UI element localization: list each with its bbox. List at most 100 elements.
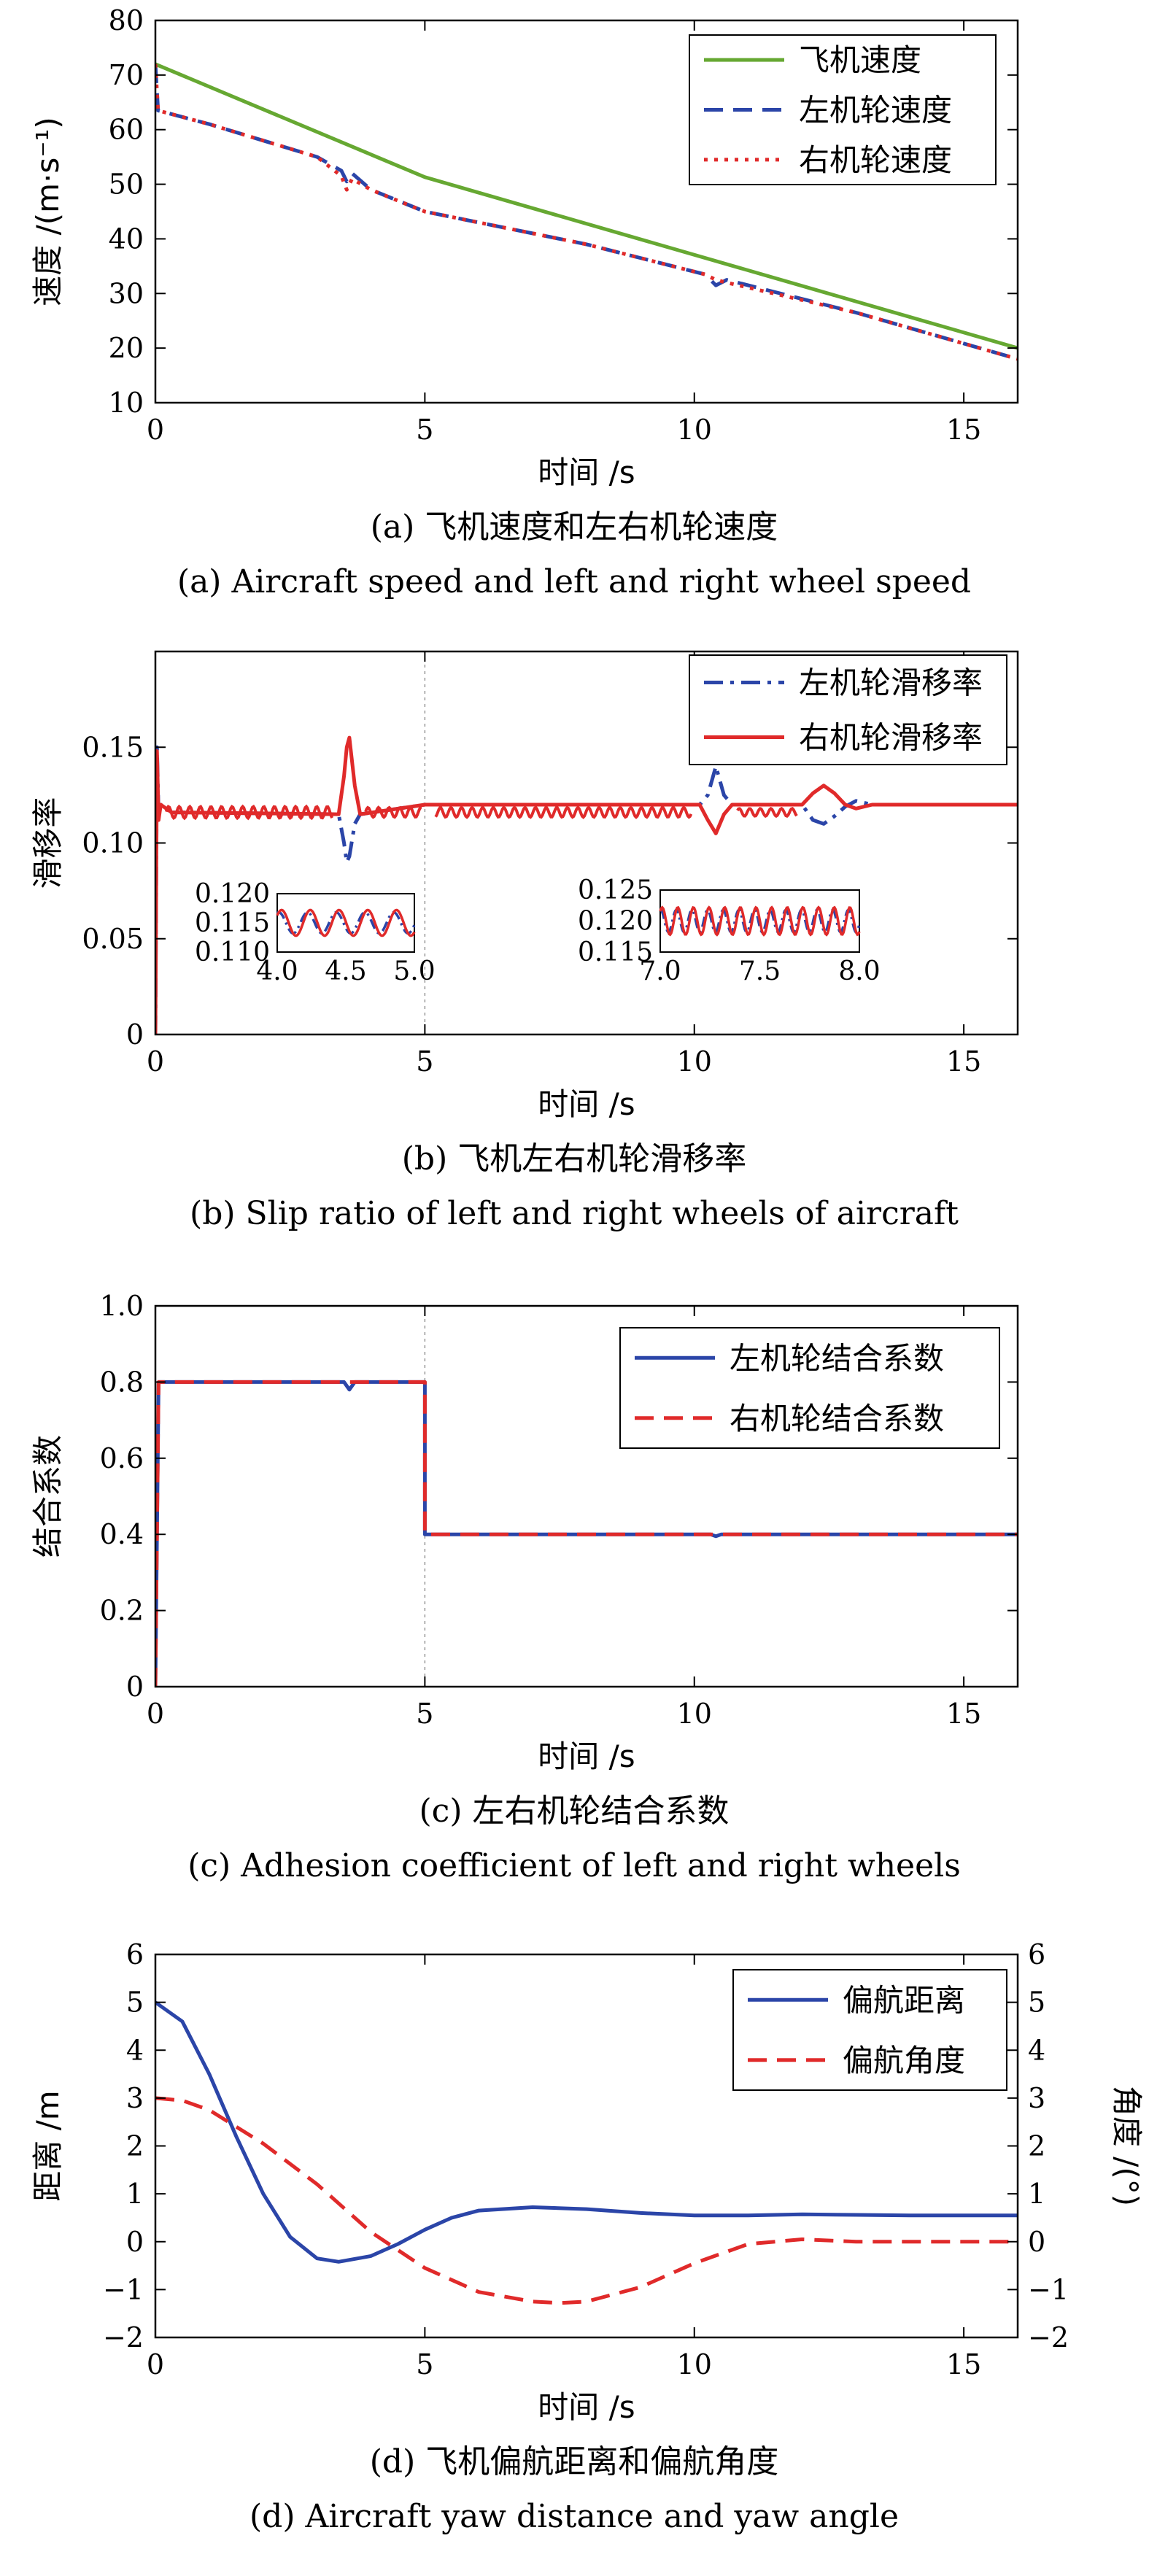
legend-box bbox=[689, 654, 1007, 765]
y-right-tick-label: 6 bbox=[1028, 1938, 1045, 1970]
inset-x-tick-label: 4.0 bbox=[256, 956, 298, 986]
y-tick-label: 6 bbox=[126, 1938, 144, 1970]
y-tick-label: 30 bbox=[109, 277, 144, 309]
x-tick-label: 5 bbox=[416, 1045, 433, 1078]
y-tick-label: 0.05 bbox=[82, 923, 144, 955]
inset-box bbox=[659, 889, 860, 953]
axes-box bbox=[154, 1304, 1019, 1688]
y-tick-label: 0.6 bbox=[100, 1442, 144, 1474]
x-tick-label: 0 bbox=[147, 1045, 164, 1078]
legend-label: 右机轮滑移率 bbox=[799, 720, 983, 756]
x-tick-label: 15 bbox=[946, 414, 981, 446]
legend-box bbox=[619, 1327, 1000, 1449]
inset-trace bbox=[659, 905, 861, 937]
caption-cn: (a) 飞机速度和左右机轮速度 bbox=[371, 508, 778, 546]
caption-cn: (d) 飞机偏航距离和偏航角度 bbox=[370, 2443, 778, 2480]
y-tick-label: 0.4 bbox=[100, 1518, 144, 1550]
y-tick-label: 1 bbox=[126, 2178, 144, 2210]
y-right-tick-label: 5 bbox=[1028, 1987, 1045, 2019]
inset-y-tick-label: 0.115 bbox=[195, 908, 270, 938]
series-group bbox=[155, 1380, 1018, 1687]
inset-x-tick-label: 8.0 bbox=[838, 956, 880, 986]
y-right-tick-label: −1 bbox=[1028, 2273, 1069, 2305]
caption-en: (c) Adhesion coefficient of left and rig… bbox=[187, 1847, 961, 1884]
series-group bbox=[155, 62, 1018, 361]
chart-d: 0 5 10 15 −2 −1 0 1 2 3 4 5 6 −2 −1 0 1 2 3 4 5 6 角度 /(°) 距离 /m… bbox=[30, 1938, 1145, 2535]
x-tick-label: 15 bbox=[946, 2348, 981, 2380]
y-tick-label: 10 bbox=[109, 387, 144, 419]
legend-label: 左机轮结合系数 bbox=[730, 1340, 944, 1376]
series-line-0 bbox=[155, 2000, 1018, 2264]
x-tick-label: 0 bbox=[147, 1698, 164, 1730]
x-axis-label: 时间 /s bbox=[538, 1086, 635, 1122]
caption-en: (b) Slip ratio of left and right wheels … bbox=[190, 1195, 959, 1232]
x-axis-label: 时间 /s bbox=[538, 455, 635, 490]
chart-a: 0 5 10 15 10 20 30 40 50 60 70 80 速度 /(m·s⁻¹) 时间 /s (a… bbox=[30, 4, 1019, 600]
y-tick-label: 50 bbox=[109, 169, 144, 201]
inset-box bbox=[276, 893, 415, 953]
caption-en: (d) Aircraft yaw distance and yaw angle bbox=[249, 2498, 899, 2535]
y-tick-label: 3 bbox=[126, 2082, 144, 2114]
oscillation-trace bbox=[736, 806, 798, 819]
y-right-tick-label: 3 bbox=[1028, 2082, 1045, 2114]
y-tick-label: 40 bbox=[109, 223, 144, 255]
y-tick-label: 5 bbox=[126, 1987, 144, 2019]
y-tick-label: 80 bbox=[109, 4, 144, 36]
x-tick-label: 15 bbox=[946, 1045, 981, 1078]
x-tick-label: 0 bbox=[147, 414, 164, 446]
x-tick-label: 10 bbox=[677, 414, 712, 446]
oscillation-trace bbox=[434, 805, 693, 819]
y-tick-label: −1 bbox=[103, 2273, 144, 2305]
y-right-tick-label: 0 bbox=[1028, 2226, 1045, 2258]
y-tick-label: 1.0 bbox=[100, 1290, 144, 1322]
y-right-tick-label: −2 bbox=[1028, 2321, 1069, 2353]
legend-label: 右机轮速度 bbox=[799, 142, 952, 178]
x-tick-label: 5 bbox=[416, 2348, 433, 2380]
x-axis-label: 时间 /s bbox=[538, 1738, 635, 1774]
y-right-tick-label: 4 bbox=[1028, 2034, 1045, 2066]
inset-x-tick-label: 7.0 bbox=[639, 956, 681, 986]
y-right-tick-label: 2 bbox=[1028, 2130, 1045, 2162]
inset-trace bbox=[659, 908, 861, 935]
x-tick-label: 5 bbox=[416, 1698, 433, 1730]
y-tick-label: 0 bbox=[126, 2226, 144, 2258]
series-line-2 bbox=[155, 63, 1018, 361]
legend-label: 偏航距离 bbox=[843, 1982, 965, 2018]
series-group bbox=[155, 2000, 1018, 2305]
legend-label: 飞机速度 bbox=[799, 42, 921, 78]
x-axis-label: 时间 /s bbox=[538, 2389, 635, 2425]
inset-x-tick-label: 5.0 bbox=[393, 956, 435, 986]
legend-label: 右机轮结合系数 bbox=[730, 1401, 944, 1436]
series-line-1 bbox=[155, 2096, 1018, 2305]
inset-y-tick-label: 0.110 bbox=[195, 937, 270, 967]
y-tick-label: 0 bbox=[126, 1018, 144, 1051]
series-line-1 bbox=[155, 1380, 1018, 1687]
y-tick-label: 0 bbox=[126, 1671, 144, 1703]
y-axis-label: 距离 /m bbox=[30, 2090, 66, 2201]
inset-y-tick-label: 0.120 bbox=[578, 907, 653, 937]
caption-cn: (c) 左右机轮结合系数 bbox=[419, 1792, 730, 1830]
inset-y-tick-label: 0.125 bbox=[578, 875, 653, 905]
x-tick-label: 15 bbox=[946, 1698, 981, 1730]
x-tick-label: 10 bbox=[677, 1045, 712, 1078]
inset-y-tick-label: 0.115 bbox=[578, 937, 653, 967]
y-tick-label: 0.10 bbox=[82, 827, 144, 859]
y-tick-label: 70 bbox=[109, 59, 144, 91]
series-line-0 bbox=[155, 62, 1018, 350]
y-tick-label: 20 bbox=[109, 332, 144, 364]
y-tick-label: 60 bbox=[109, 114, 144, 146]
series-group bbox=[155, 735, 1018, 1034]
x-tick-label: 5 bbox=[416, 414, 433, 446]
inset-x-tick-label: 7.5 bbox=[739, 956, 781, 986]
y-tick-label: −2 bbox=[103, 2321, 144, 2353]
legend-label: 偏航角度 bbox=[843, 2043, 965, 2078]
legend-label: 左机轮速度 bbox=[799, 93, 952, 128]
